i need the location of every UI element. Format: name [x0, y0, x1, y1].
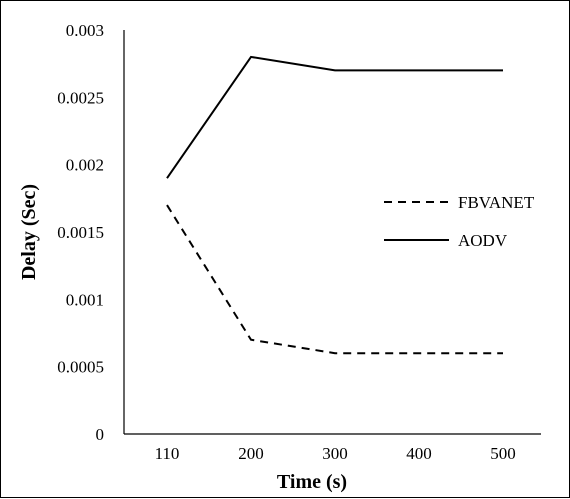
y-tick-label: 0.003 — [66, 21, 104, 40]
series-line-fbvanet — [166, 204, 503, 355]
x-tick-label: 500 — [490, 444, 516, 463]
y-tick-label: 0.001 — [66, 290, 104, 309]
series-lines — [166, 55, 503, 355]
legend: FBVANET AODV — [384, 193, 535, 250]
series-line-aodv — [166, 55, 503, 179]
x-tick-label: 110 — [155, 444, 180, 463]
y-tick-label: 0.002 — [66, 156, 104, 175]
y-tick-label: 0 — [96, 425, 105, 444]
x-tick-labels: 110 200 300 400 500 — [155, 444, 516, 463]
y-tick-label: 0.0005 — [57, 358, 104, 377]
x-tick-label: 400 — [406, 444, 432, 463]
y-tick-labels: 0 0.0005 0.001 0.0015 0.002 0.0025 0.003 — [57, 21, 104, 444]
legend-label-fbvanet: FBVANET — [458, 193, 535, 212]
y-tick-label: 0.0025 — [57, 88, 104, 107]
legend-label-aodv: AODV — [458, 231, 508, 250]
x-axis-title: Time (s) — [277, 471, 347, 493]
y-axis-title: Delay (Sec) — [18, 184, 40, 280]
x-tick-label: 300 — [322, 444, 348, 463]
x-tick-label: 200 — [238, 444, 264, 463]
y-tick-label: 0.0015 — [57, 223, 104, 242]
